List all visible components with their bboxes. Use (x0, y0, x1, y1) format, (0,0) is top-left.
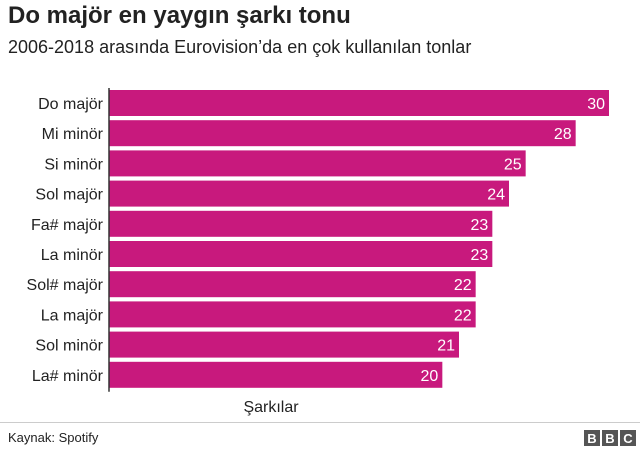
bar-value-label: 23 (471, 217, 489, 234)
category-label: La# minör (32, 368, 104, 385)
category-label: Sol# majör (27, 277, 104, 294)
bar-value-label: 22 (454, 277, 472, 294)
bar-value-label: 20 (421, 368, 439, 385)
category-label: Si minör (44, 156, 103, 173)
bar (109, 241, 493, 267)
category-label: Sol majör (35, 187, 103, 204)
bar (109, 90, 609, 116)
category-label: La minör (41, 247, 104, 264)
bar-value-label: 25 (504, 156, 522, 173)
chart-title: Do majör en yaygın şarkı tonu (8, 2, 351, 29)
bar (109, 271, 476, 298)
bar (109, 301, 476, 328)
bar-value-label: 21 (437, 338, 455, 355)
bar (109, 331, 459, 358)
bar-value-label: 24 (487, 187, 505, 204)
category-label: Do majör (38, 96, 104, 113)
footer-divider (0, 422, 640, 423)
category-label: Mi minör (42, 126, 104, 143)
bar (109, 361, 443, 388)
bar (109, 120, 576, 147)
bbc-logo-letter: B (584, 430, 600, 446)
bar (109, 150, 526, 177)
bbc-logo-letter: C (620, 430, 636, 446)
chart-subtitle: 2006-2018 arasında Eurovision’da en çok … (8, 37, 472, 57)
category-label: Fa# majör (31, 217, 104, 234)
bbc-logo: B B C (584, 430, 636, 446)
bar-value-label: 28 (554, 126, 572, 143)
bar-value-label: 30 (587, 96, 605, 113)
bar (109, 210, 493, 237)
category-label: Sol minör (35, 338, 103, 355)
bar-value-label: 23 (471, 247, 489, 264)
x-axis-label: Şarkılar (243, 399, 299, 416)
bbc-logo-letter: B (602, 430, 618, 446)
bar-value-label: 22 (454, 307, 472, 324)
source-note: Kaynak: Spotify (8, 430, 99, 445)
bar (109, 180, 509, 207)
category-label: La majör (41, 307, 104, 324)
